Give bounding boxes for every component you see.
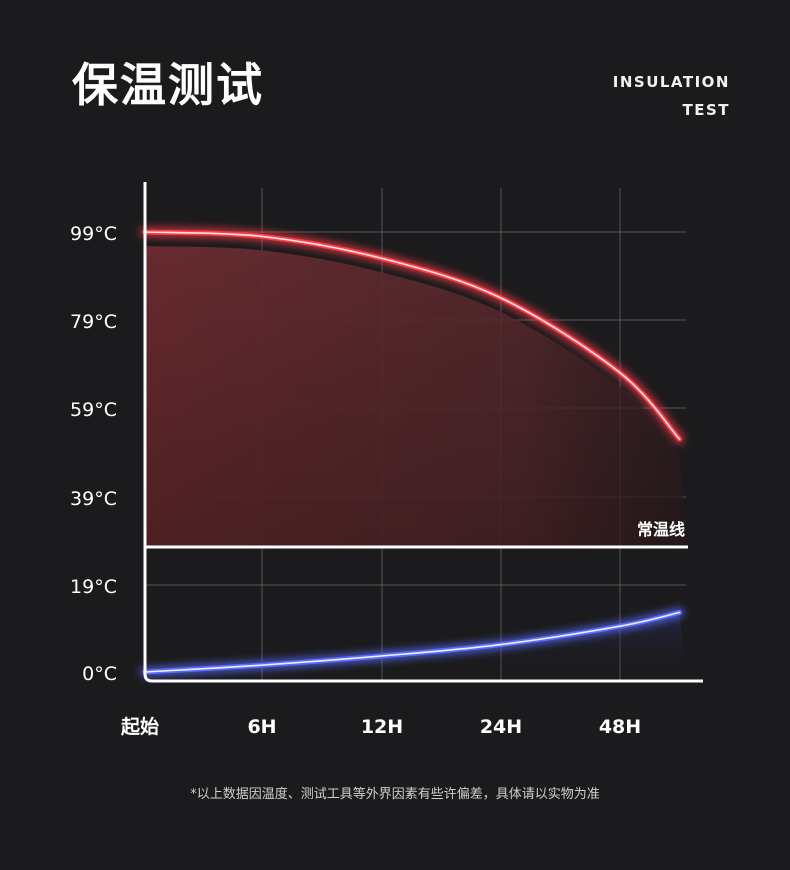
page-title: 保温测试 bbox=[72, 58, 264, 112]
y-tick-label: 99°C bbox=[70, 223, 117, 245]
hot-line-core bbox=[144, 231, 681, 440]
x-tick-label: 12H bbox=[361, 716, 403, 738]
subtitle-line-2: TEST bbox=[682, 101, 730, 119]
cold-line-core bbox=[144, 611, 681, 673]
y-tick-label: 0°C bbox=[82, 663, 117, 685]
y-tick-label: 79°C bbox=[70, 311, 117, 333]
room-temp-label: 常温线 bbox=[637, 520, 685, 539]
footnote: *以上数据因温度、测试工具等外界因素有些许偏差，具体请以实物为准 bbox=[190, 787, 600, 802]
hot-area-shade bbox=[145, 246, 686, 547]
chart-axes bbox=[143, 182, 703, 683]
area-layer bbox=[145, 246, 686, 672]
subtitle-line-1: INSULATION bbox=[612, 73, 730, 91]
y-tick-label: 39°C bbox=[70, 488, 117, 510]
cold-area-fill bbox=[145, 612, 686, 672]
x-tick-label: 起始 bbox=[120, 715, 159, 738]
y-tick-label: 59°C bbox=[70, 399, 117, 421]
x-tick-label: 48H bbox=[599, 716, 641, 738]
line-layer bbox=[140, 227, 685, 677]
page-subtitle: INSULATION TEST bbox=[613, 68, 730, 124]
label-layer: 99°C 79°C 59°C 39°C 19°C 0°C 起始 6H 12H 24H 48H 常温线 bbox=[70, 223, 685, 738]
axis-layer bbox=[143, 182, 703, 683]
y-tick-label: 19°C bbox=[70, 576, 117, 598]
x-tick-label: 6H bbox=[247, 716, 276, 738]
x-tick-label: 24H bbox=[480, 716, 522, 738]
